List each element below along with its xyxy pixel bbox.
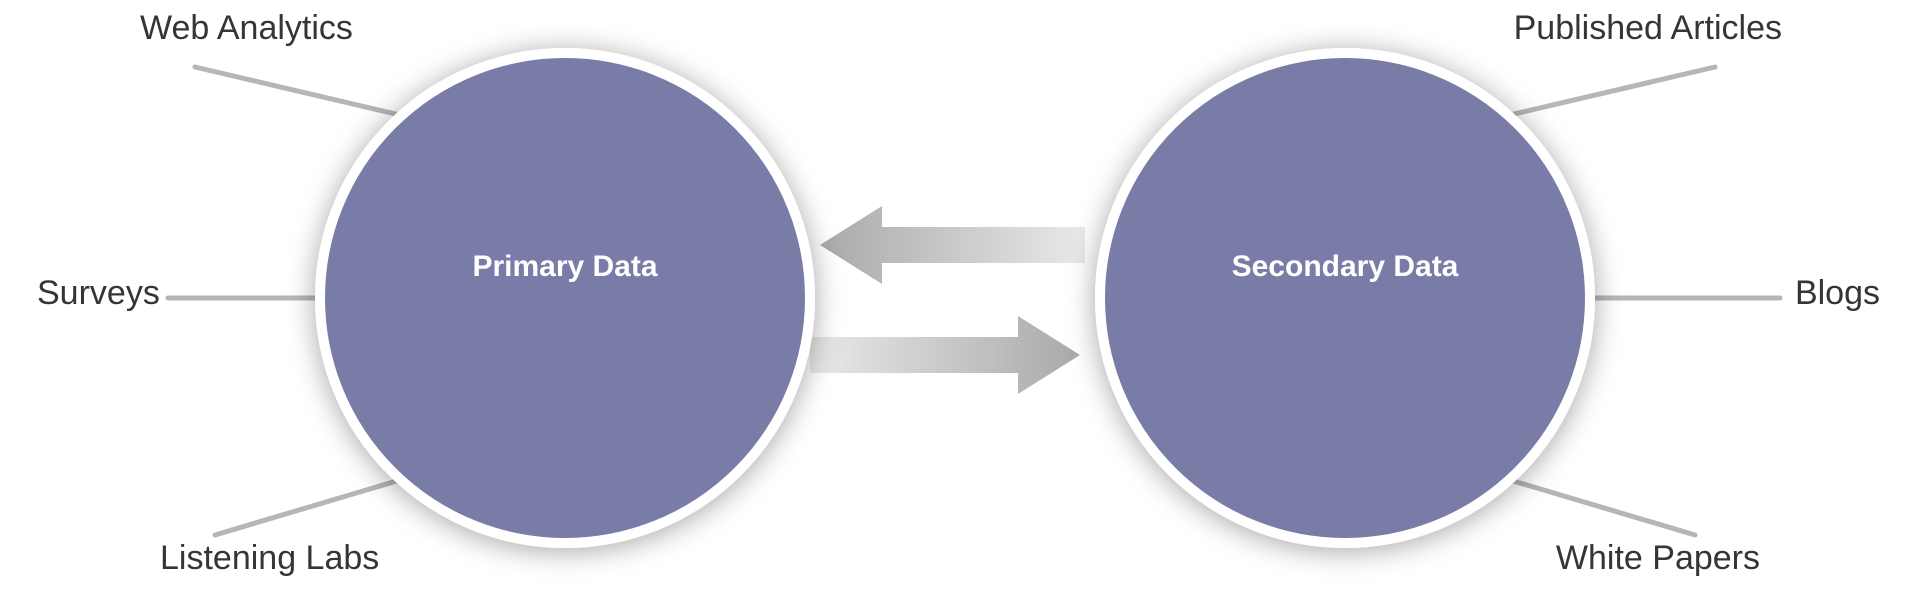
right-connector-line-0 — [1510, 67, 1715, 115]
right-connector-label-1: Blogs — [1795, 276, 1880, 310]
left-connector-line-2 — [215, 480, 400, 535]
left-connector-label-2: Listening Labs — [160, 541, 379, 575]
diagram-stage: Primary Data Secondary Data Web Analytics S… — [0, 0, 1918, 597]
right-connector-label-2: White Papers — [1556, 541, 1760, 575]
secondary-circle-label: Secondary Data — [1232, 250, 1459, 283]
arrow-left-icon — [820, 206, 1085, 284]
arrow-right-icon — [810, 316, 1080, 394]
left-connector-label-1: Surveys — [37, 276, 160, 310]
left-connector-label-0: Web Analytics — [140, 11, 353, 45]
diagram-svg: Primary Data Secondary Data — [0, 0, 1918, 597]
left-connector-line-0 — [195, 67, 400, 115]
right-connector-line-2 — [1510, 480, 1695, 535]
primary-circle — [320, 53, 810, 543]
primary-circle-label: Primary Data — [472, 250, 657, 283]
right-connector-label-0: Published Articles — [1514, 11, 1782, 45]
secondary-circle — [1100, 53, 1590, 543]
